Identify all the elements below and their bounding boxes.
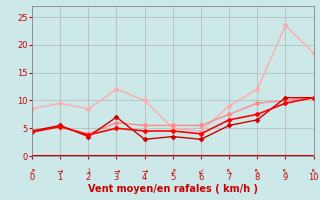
Text: ↗: ↗ bbox=[29, 167, 35, 176]
Text: →: → bbox=[57, 167, 63, 176]
Text: ↖: ↖ bbox=[226, 167, 232, 176]
Text: →: → bbox=[141, 167, 148, 176]
Text: ↙: ↙ bbox=[198, 167, 204, 176]
Text: →: → bbox=[113, 167, 120, 176]
Text: ↖: ↖ bbox=[310, 167, 317, 176]
X-axis label: Vent moyen/en rafales ( km/h ): Vent moyen/en rafales ( km/h ) bbox=[88, 184, 258, 194]
Text: ↖: ↖ bbox=[254, 167, 260, 176]
Text: ↗: ↗ bbox=[170, 167, 176, 176]
Text: ↖: ↖ bbox=[282, 167, 289, 176]
Text: ↓: ↓ bbox=[85, 167, 92, 176]
